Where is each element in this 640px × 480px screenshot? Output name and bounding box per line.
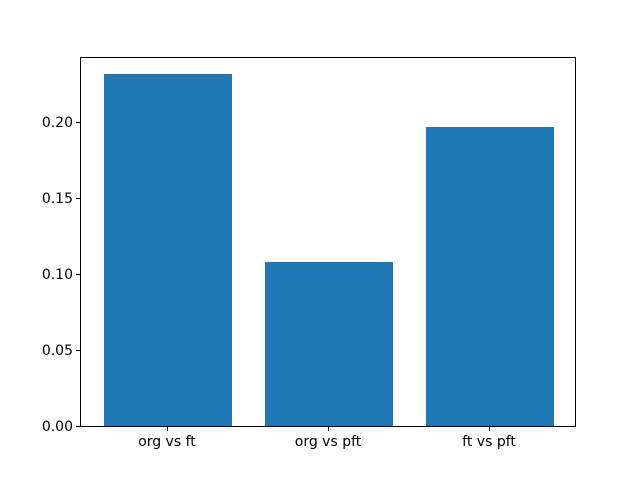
y-tick-label: 0.20 [41, 115, 73, 132]
x-tick-label: org vs pft [294, 434, 362, 450]
y-tick-mark [76, 350, 80, 352]
y-tick-mark [76, 274, 80, 276]
y-tick-label: 0.05 [41, 343, 73, 360]
x-tick-label: ft vs pft [462, 434, 516, 450]
x-tick-mark [489, 427, 491, 431]
bar-org-vs-ft [103, 73, 233, 426]
y-tick-label: 0.15 [41, 191, 73, 208]
x-tick-mark [328, 427, 329, 431]
y-tick-label: 0.10 [41, 267, 73, 284]
x-tick-label: org vs ft [138, 434, 196, 450]
y-tick-mark [76, 426, 80, 427]
y-tick-mark [76, 122, 80, 124]
x-tick-mark [166, 427, 168, 431]
bar-org-vs-pft [264, 261, 394, 426]
y-tick-label: 0.00 [41, 419, 73, 435]
bar-ft-vs-pft [425, 126, 555, 426]
plot-area [80, 57, 576, 427]
y-tick-mark [76, 198, 80, 200]
